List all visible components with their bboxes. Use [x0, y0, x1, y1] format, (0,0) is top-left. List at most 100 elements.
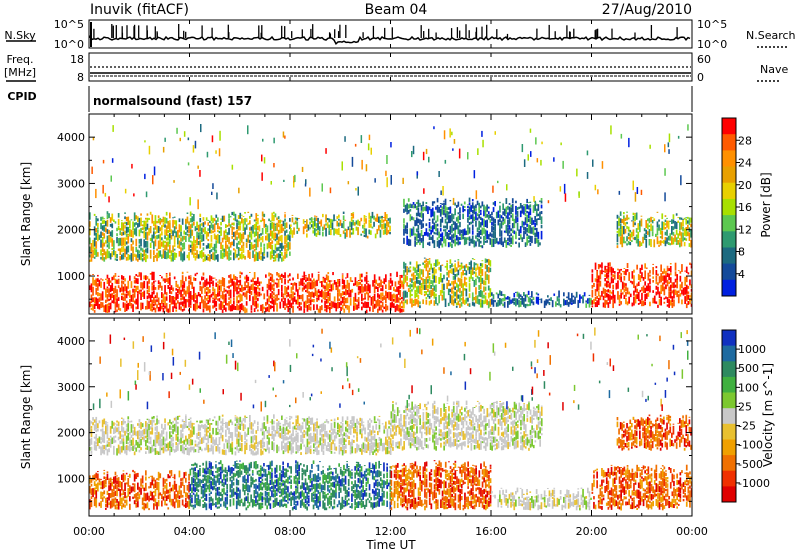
- power-echo-cell: [281, 220, 283, 222]
- power-echo-cell: [664, 215, 667, 217]
- power-echo-cell: [443, 229, 445, 232]
- power-echo-cell: [510, 228, 512, 232]
- velocity-echo-cell: [448, 482, 450, 489]
- power-echo-cell: [141, 253, 144, 258]
- velocity-echo-cell: [673, 487, 675, 494]
- power-echo-cell: [181, 309, 184, 312]
- power-echo-cell: [484, 229, 487, 237]
- velocity-echo-cell: [311, 464, 313, 469]
- power-echo-cell: [648, 217, 651, 224]
- power-echo-cell: [468, 197, 471, 202]
- power-echo-cell: [250, 279, 253, 283]
- power-echo-cell: [510, 204, 512, 208]
- power-echo-cell: [241, 251, 243, 260]
- power-echo-cell: [218, 298, 221, 302]
- power-echo-cell: [273, 280, 275, 283]
- power-echo-cell: [162, 240, 165, 248]
- power-echo-cell: [226, 286, 229, 288]
- velocity-echo-cell: [101, 428, 104, 438]
- power-echo-cell: [119, 230, 122, 236]
- power-echo-cell: [684, 276, 686, 286]
- power-echo-cell: [492, 299, 495, 307]
- power-echo-cell: [269, 282, 272, 292]
- velocity-echo-cell: [199, 468, 201, 477]
- power-echo-cell: [284, 244, 286, 252]
- power-echo-cell: [553, 293, 556, 296]
- power-echo-cell: [378, 225, 380, 231]
- velocity-echo-cell: [360, 480, 363, 488]
- velocity-echo-cell: [328, 495, 331, 505]
- velocity-echo-cell: [559, 496, 562, 500]
- velocity-echo-cell: [327, 472, 329, 479]
- power-echo-cell: [237, 226, 240, 231]
- velocity-echo-cell: [258, 502, 260, 510]
- power-echo-cell: [471, 202, 474, 209]
- velocity-echo-cell: [649, 481, 651, 487]
- power-echo-cell: [406, 266, 408, 269]
- power-echo-cell: [292, 291, 294, 298]
- power-echo-cell: [325, 304, 328, 313]
- velocity-echo-cell: [296, 489, 299, 494]
- velocity-echo-cell: [404, 506, 407, 509]
- power-echo-cell: [486, 204, 488, 212]
- power-echo-cell: [181, 218, 184, 225]
- power-echo-cell: [330, 228, 332, 236]
- power-echo-cell: [239, 212, 242, 219]
- power-echo-cell: [455, 223, 458, 230]
- power-echo-cell: [229, 250, 232, 256]
- velocity-echo-cell: [436, 483, 439, 492]
- velocity-echo-cell: [464, 501, 466, 509]
- power-echo-cell: [127, 216, 130, 225]
- power-echo-cell: [378, 306, 381, 311]
- velocity-echo-cell: [609, 500, 611, 508]
- power-echo-cell: [258, 225, 261, 232]
- power-echo-cell: [220, 218, 222, 220]
- power-echo-cell: [282, 300, 285, 308]
- power-echo-cell: [308, 273, 310, 282]
- power-echo-cell: [516, 217, 519, 223]
- velocity-echo-cell: [367, 477, 369, 484]
- power-echo-cell: [138, 289, 141, 295]
- velocity-echo-cell: [473, 504, 476, 510]
- velocity-echo-cell: [448, 461, 450, 463]
- velocity-echo-cell: [195, 481, 198, 491]
- velocity-echo-cell: [513, 495, 516, 501]
- velocity-echo-cell: [435, 492, 437, 498]
- power-echo-cell: [149, 273, 152, 275]
- velocity-echo-cell: [641, 496, 643, 502]
- power-echo-cell: [285, 222, 288, 228]
- power-echo-cell: [596, 278, 598, 283]
- power-echo-cell: [447, 270, 450, 278]
- power-echo-cell: [475, 190, 478, 200]
- velocity-echo-cell: [658, 502, 661, 510]
- velocity-echo-cell: [633, 491, 635, 496]
- power-echo-cell: [187, 162, 190, 166]
- power-echo-cell: [661, 275, 664, 281]
- velocity-echo-cell: [237, 463, 240, 465]
- power-echo-cell: [191, 213, 194, 215]
- velocity-echo-cell: [347, 467, 350, 477]
- velocity-echo-cell: [243, 465, 246, 473]
- velocity-echo-cell: [203, 497, 206, 501]
- velocity-echo-cell: [261, 473, 264, 478]
- power-echo-cell: [153, 296, 155, 303]
- power-echo-cell: [105, 227, 107, 233]
- velocity-echo-cell: [599, 505, 602, 509]
- velocity-echo-cell: [285, 491, 288, 498]
- velocity-echo-cell: [95, 479, 98, 482]
- power-echo-cell: [326, 222, 329, 228]
- power-echo-cell: [486, 259, 488, 263]
- power-echo-cell: [419, 285, 421, 294]
- power-echo-cell: [231, 278, 234, 286]
- power-echo-cell: [213, 288, 216, 298]
- power-echo-cell: [125, 286, 128, 294]
- power-echo-cell: [241, 284, 243, 293]
- velocity-echo-cell: [208, 496, 211, 503]
- velocity-echo-cell: [615, 490, 618, 498]
- power-echo-cell: [228, 218, 230, 223]
- power-echo-cell: [411, 204, 413, 209]
- power-echo-cell: [293, 292, 296, 295]
- power-echo-cell: [473, 216, 476, 221]
- power-echo-cell: [386, 214, 388, 219]
- velocity-echo-cell: [111, 478, 114, 481]
